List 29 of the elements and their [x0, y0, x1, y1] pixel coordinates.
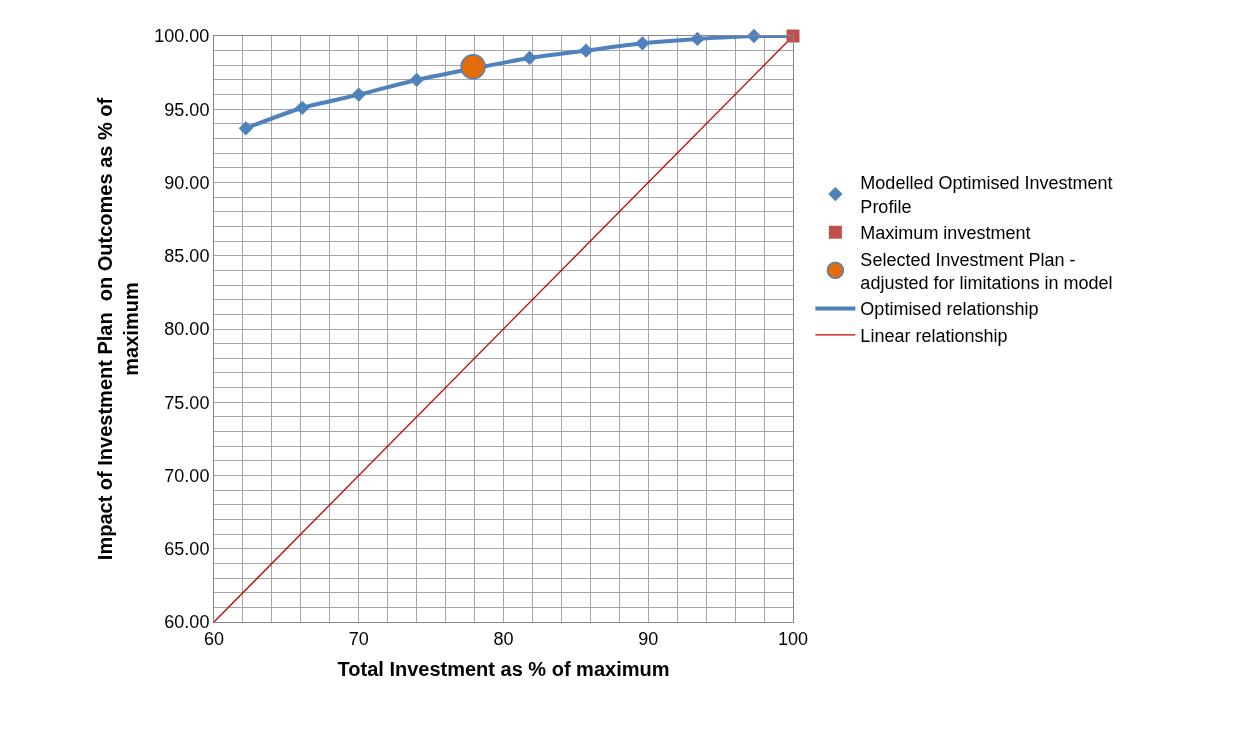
y-tick-label: 100.00 — [154, 26, 210, 47]
x-tick-label: 80 — [493, 628, 514, 649]
x-tick-label: 100 — [777, 628, 809, 649]
point — [460, 54, 486, 80]
y-tick-label: 95.00 — [164, 99, 210, 120]
legend-label: Maximum investment — [860, 223, 1031, 244]
point — [238, 121, 253, 136]
x-tick-label: 90 — [638, 628, 659, 649]
point — [351, 87, 366, 102]
legend-label: Modelled Optimised Investment Profile — [860, 173, 1113, 217]
legend-label: Linear relationship — [860, 325, 1008, 346]
point — [522, 50, 537, 66]
y-tick-label: 90.00 — [164, 172, 210, 193]
y-tick-label: 75.00 — [164, 392, 210, 413]
y-tick-label: 85.00 — [164, 246, 210, 267]
y-tick-label: 80.00 — [164, 319, 210, 340]
point — [746, 28, 762, 44]
x-tick-label: 70 — [348, 628, 369, 649]
x-axis-title: Total Investment as % of maximum — [337, 658, 670, 681]
point — [635, 36, 650, 51]
point — [578, 43, 594, 58]
legend-label: Optimised relationship — [860, 299, 1039, 320]
legend-label: Selected Investment Plan - adjusted for limitations in model — [860, 249, 1113, 293]
point — [786, 29, 800, 43]
y-axis-title: Impact of Investment Plan on Outcomes as % of maximum — [93, 97, 142, 561]
y-tick-label: 70.00 — [164, 465, 210, 486]
y-tick-label: 65.00 — [164, 539, 210, 560]
point — [409, 72, 424, 88]
point — [295, 100, 310, 115]
